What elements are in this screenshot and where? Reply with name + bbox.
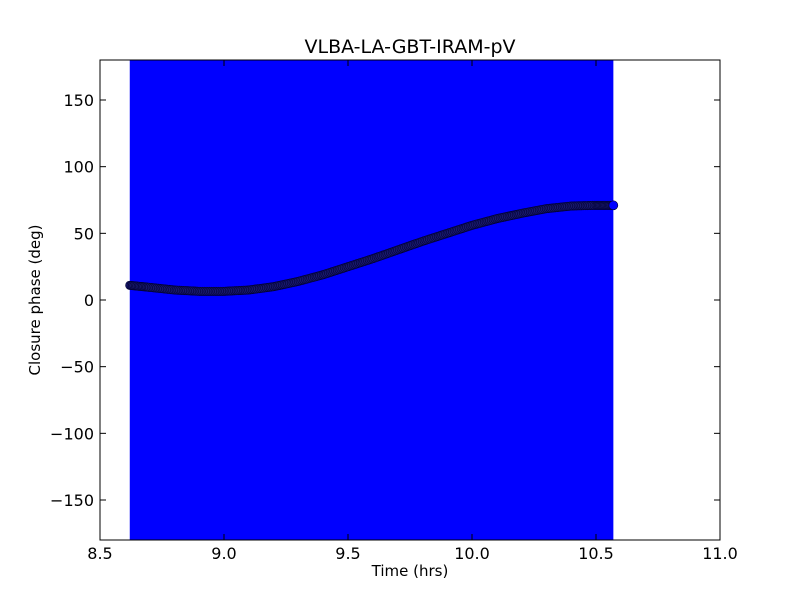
x-tick-label: 8.5 [87, 544, 112, 563]
x-tick-label: 11.0 [702, 544, 738, 563]
x-tick-label: 9.0 [211, 544, 236, 563]
data-points-layer [125, 200, 619, 296]
data-point [608, 200, 619, 211]
error-band [129, 60, 614, 540]
y-tick-label: 50 [74, 224, 94, 243]
x-tick-label: 10.0 [454, 544, 490, 563]
x-axis-label: Time (hrs) [371, 562, 449, 580]
y-tick-label: 100 [63, 158, 94, 177]
y-tick-label: −50 [60, 358, 94, 377]
x-tick-label: 9.5 [335, 544, 360, 563]
y-tick-label: −150 [50, 491, 94, 510]
y-tick-label: 0 [84, 291, 94, 310]
chart-title: VLBA-LA-GBT-IRAM-pV [304, 36, 515, 58]
ticks-layer: 8.5 9.0 9.5 10.0 10.5 11.0 −150 −100 −50 0 50 100 15… [50, 60, 738, 563]
x-tick-label: 10.5 [578, 544, 614, 563]
y-tick-label: 150 [63, 91, 94, 110]
error-band-layer [129, 60, 614, 540]
y-axis-label: Closure phase (deg) [26, 225, 44, 376]
y-tick-label: −100 [50, 424, 94, 443]
